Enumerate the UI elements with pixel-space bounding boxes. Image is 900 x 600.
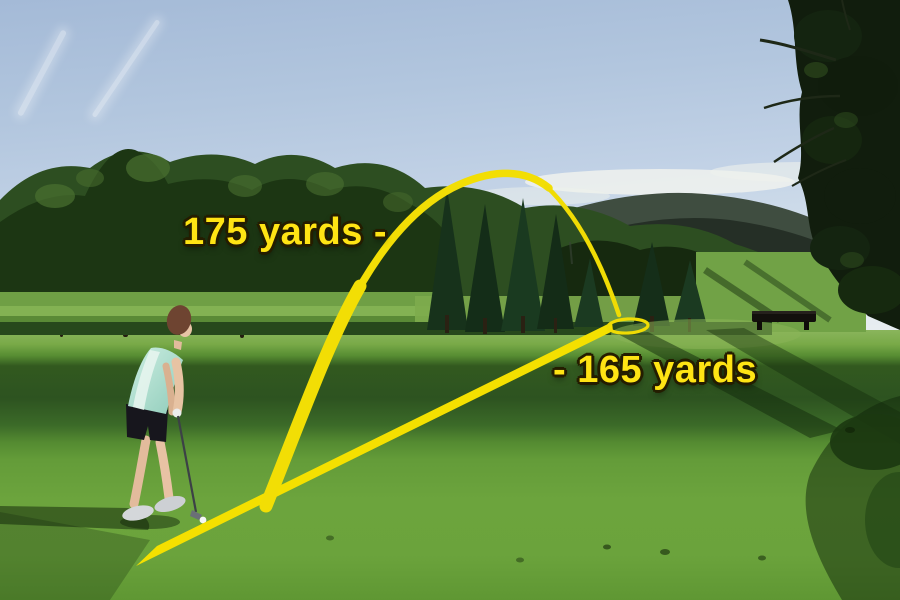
contrail-streak: [16, 29, 68, 117]
landing-distance-label: - 165 yards: [553, 349, 758, 391]
fairway-grass: [0, 330, 900, 600]
apex-distance-label: 175 yards -: [183, 211, 388, 253]
contrail-streak: [91, 19, 161, 118]
sky: [0, 0, 900, 360]
